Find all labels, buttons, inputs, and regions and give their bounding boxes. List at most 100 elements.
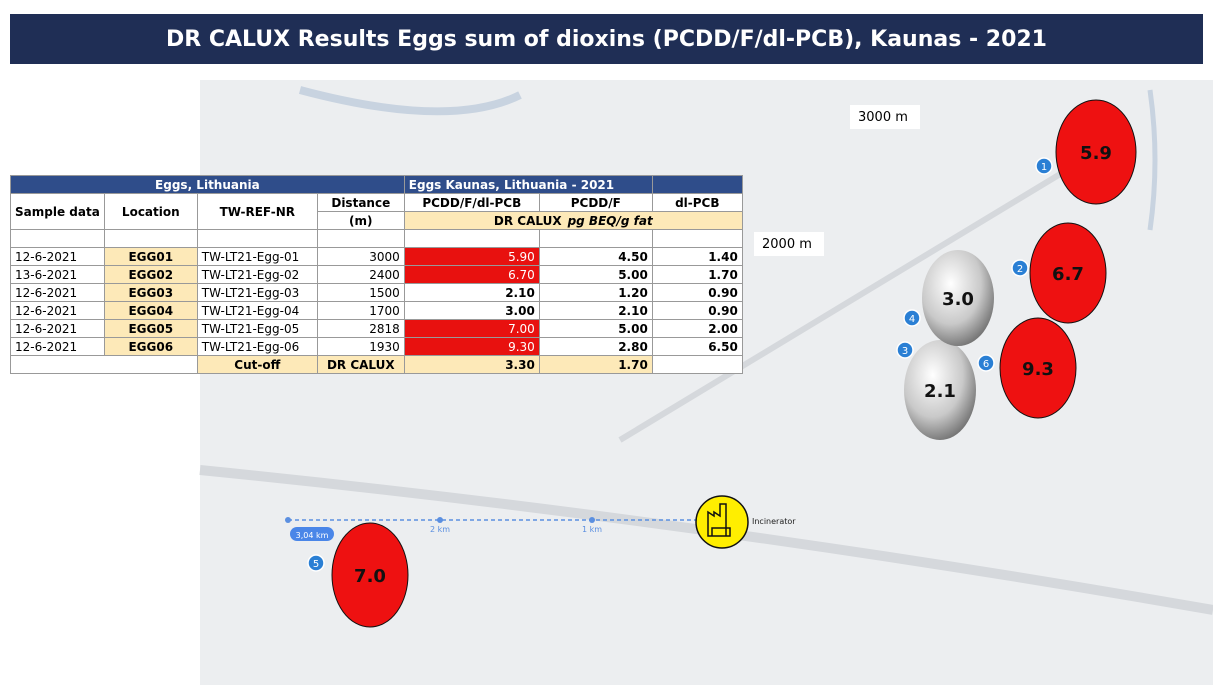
incinerator-icon <box>695 495 749 549</box>
table-cell <box>103 229 198 248</box>
scale-tick: 1 km <box>582 525 602 534</box>
factory-glyph <box>707 503 731 537</box>
table-cell: 12-6-2021 <box>10 319 105 338</box>
table-row: Eggs, Lithuania Eggs Kaunas, Lithuania - … <box>10 175 743 194</box>
table-cell: 9.30 <box>403 337 540 356</box>
table-row: 12-6-2021 EGG06 TW-LT21-Egg-06 1930 9.30 2.80… <box>10 337 743 356</box>
scale-total: 3,04 km <box>296 531 329 540</box>
column-header: TW-REF-NR <box>196 193 318 230</box>
egg-marker-number: 6 <box>983 359 989 370</box>
egg-marker <box>1011 259 1029 277</box>
table-cell: 7.00 <box>403 319 540 338</box>
table-cell: EGG01 <box>103 247 198 266</box>
cutoff-method: DR CALUX <box>316 355 405 374</box>
results-table: Eggs, Lithuania Eggs Kaunas, Lithuania - … <box>10 175 743 374</box>
table-cell: 12-6-2021 <box>10 301 105 320</box>
scale-tick: 2 km <box>430 525 450 534</box>
table-cell: EGG04 <box>103 301 198 320</box>
table-cell: 1.40 <box>651 247 743 266</box>
table-cell: EGG05 <box>103 319 198 338</box>
egg-value: 5.9 <box>1080 143 1112 164</box>
table-cell: 12-6-2021 <box>10 337 105 356</box>
distance-label-box <box>850 105 920 129</box>
egg-marker <box>903 309 921 327</box>
river <box>1147 89 1158 231</box>
title-bar: DR CALUX Results Eggs sum of dioxins (PC… <box>10 14 1203 64</box>
table-cell: 0.90 <box>651 283 743 302</box>
group-header: Eggs, Lithuania <box>10 175 405 194</box>
scale-dot <box>437 517 443 523</box>
column-header: Location <box>103 193 198 230</box>
column-header: Distance <box>316 193 405 212</box>
scale-dot <box>589 517 595 523</box>
column-header: PCDD/F/dl-PCB <box>403 193 540 212</box>
distance-label-box <box>754 232 824 256</box>
table-cell: 4.50 <box>538 247 653 266</box>
column-header: dl-PCB <box>651 193 743 212</box>
table-cell: TW-LT21-Egg-01 <box>196 247 318 266</box>
table-cell <box>316 229 405 248</box>
table-cell <box>196 229 318 248</box>
incinerator-label: Incinerator <box>752 517 796 526</box>
distance-label: 2000 m <box>762 237 812 252</box>
egg <box>999 317 1077 419</box>
unit: pg BEQ/g fat <box>567 213 653 228</box>
egg-marker <box>977 354 995 372</box>
table-cell: 1500 <box>316 283 405 302</box>
table-cell: 12-6-2021 <box>10 247 105 266</box>
egg-value: 6.7 <box>1052 264 1084 285</box>
table-cell: 2400 <box>316 265 405 284</box>
table-cell <box>651 175 743 194</box>
table-cell: 1700 <box>316 301 405 320</box>
table-row: Sample data Location TW-REF-NR Distance PCDD… <box>10 193 743 230</box>
table-cell: 12-6-2021 <box>10 283 105 302</box>
table-row: (m) DR CALUX pg BEQ/g fat <box>11 211 743 230</box>
egg-marker-number: 5 <box>313 559 319 570</box>
table-cell: TW-LT21-Egg-05 <box>196 319 318 338</box>
table-cell: 2.10 <box>538 301 653 320</box>
table-cell: 5.00 <box>538 319 653 338</box>
road <box>618 147 1102 443</box>
table-cell: 2818 <box>316 319 405 338</box>
cutoff-value: 1.70 <box>538 355 653 374</box>
unit: DR CALUX pg BEQ/g fat <box>403 211 743 230</box>
table-cell: 5.90 <box>403 247 540 266</box>
river <box>298 86 522 116</box>
egg <box>904 340 976 440</box>
egg <box>1029 222 1107 324</box>
table-row: 12-6-2021 EGG01 TW-LT21-Egg-01 3000 5.90 4.50… <box>10 247 743 266</box>
egg-value: 7.0 <box>354 566 386 587</box>
table-cell: 1930 <box>316 337 405 356</box>
scale-total-box <box>290 527 334 541</box>
table-cell: 0.90 <box>651 301 743 320</box>
egg-marker-number: 2 <box>1017 264 1023 275</box>
table-row: 13-6-2021 EGG02 TW-LT21-Egg-02 2400 6.70 5.00… <box>10 265 743 284</box>
table-cell: EGG03 <box>103 283 198 302</box>
table-cell: 13-6-2021 <box>10 265 105 284</box>
column-header: PCDD/F <box>538 193 653 212</box>
egg-marker <box>307 554 325 572</box>
table-cell: 5.00 <box>538 265 653 284</box>
column-header: Sample data <box>10 193 105 230</box>
table-cell <box>538 229 653 248</box>
egg-marker-number: 4 <box>909 314 915 325</box>
table-cell <box>651 355 743 374</box>
table-cell: TW-LT21-Egg-06 <box>196 337 318 356</box>
table-cell <box>10 229 105 248</box>
table-cell <box>10 355 198 374</box>
table-cell: EGG06 <box>103 337 198 356</box>
table-cell: 6.50 <box>651 337 743 356</box>
egg-marker <box>896 341 914 359</box>
distance-label: 3000 m <box>858 110 908 125</box>
table-cell: 3000 <box>316 247 405 266</box>
table-cell <box>651 229 743 248</box>
table-cell: 1.70 <box>651 265 743 284</box>
egg <box>1055 99 1137 205</box>
cutoff-value: 3.30 <box>403 355 540 374</box>
table-row: 12-6-2021 EGG04 TW-LT21-Egg-04 1700 3.00 2.10… <box>10 301 743 320</box>
group-header: Eggs Kaunas, Lithuania - 2021 <box>403 175 653 194</box>
egg-value: 9.3 <box>1022 359 1054 380</box>
unit: (m) <box>316 211 405 230</box>
egg-marker-number: 1 <box>1041 162 1047 173</box>
